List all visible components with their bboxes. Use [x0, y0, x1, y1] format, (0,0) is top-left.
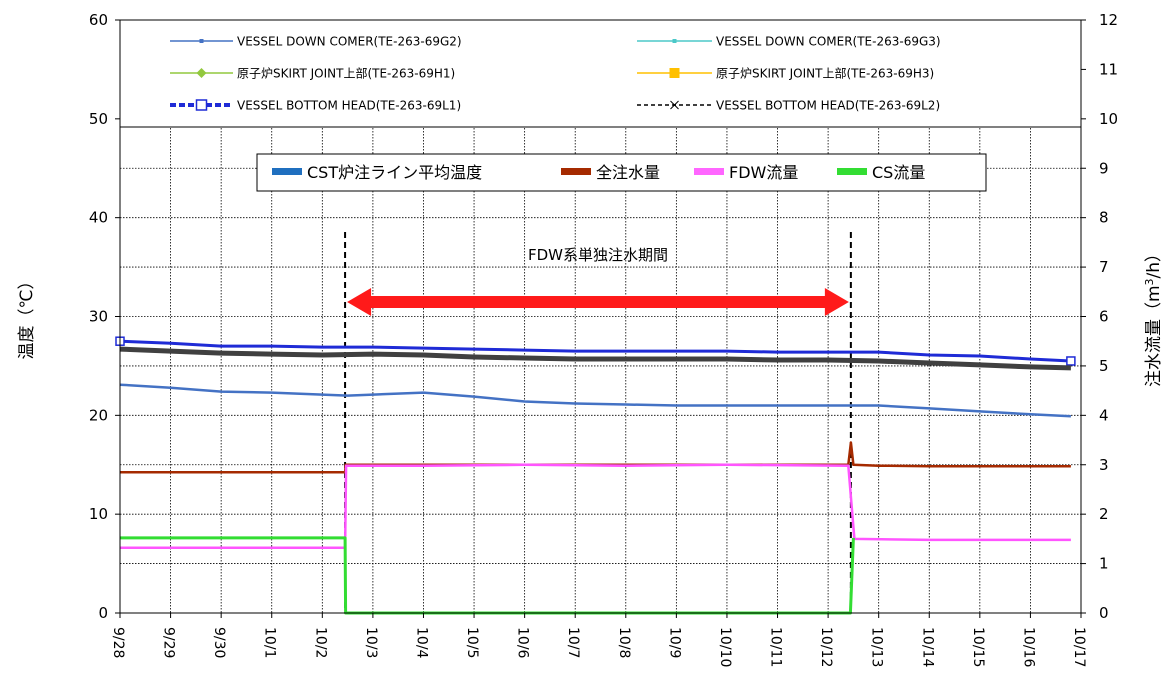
legend-bottom-swatch — [272, 168, 302, 175]
y-right-tick-label: 8 — [1099, 209, 1109, 227]
series-line — [119, 346, 1071, 371]
legend-top-box — [119, 19, 1082, 128]
series-marker — [1066, 356, 1076, 366]
period-label: FDW系単独注水期間 — [528, 246, 668, 264]
series-line — [119, 383, 1071, 418]
legend-bottom-label: FDW流量 — [729, 163, 798, 182]
y-right-label-superscript: 3 — [1143, 278, 1156, 285]
y-right-tick-label: 9 — [1099, 159, 1109, 177]
x-tick-label: 9/28 — [110, 627, 126, 658]
y-right-label-part: 注水流量（m — [1144, 285, 1164, 387]
legend-bottom-label: CST炉注ライン平均温度 — [307, 163, 482, 182]
legend-bottom-swatch — [561, 168, 591, 175]
legend-top-marker — [196, 68, 207, 78]
y-left-tick-label: 10 — [89, 505, 108, 523]
legend-top-label: VESSEL BOTTOM HEAD(TE-263-69L1) — [237, 99, 461, 113]
y-left-tick-label: 60 — [89, 11, 108, 29]
x-tick-label: 10/17 — [1071, 627, 1087, 667]
annotation-layer: FDW系単独注水期間 — [344, 232, 852, 613]
x-tick-label: 10/12 — [818, 627, 834, 667]
x-tick-label: 10/5 — [464, 627, 480, 658]
series-line — [119, 339, 1071, 363]
x-tick-label: 10/16 — [1020, 627, 1036, 667]
x-tick-label: 10/15 — [970, 627, 986, 667]
legend-top-marker — [670, 100, 679, 110]
x-tick-label: 10/4 — [413, 627, 429, 659]
x-tick-label: 10/10 — [717, 627, 733, 667]
legend-bottom: CST炉注ライン平均温度 全注水量 FDW流量 CS流量 — [256, 153, 987, 192]
legend-top-marker — [195, 99, 208, 111]
x-tick-label: 10/11 — [768, 627, 784, 667]
y-right-tick-label: 0 — [1099, 604, 1109, 622]
legend-top-marker — [199, 39, 204, 43]
x-tick-label: 10/1 — [262, 627, 278, 658]
series-line — [120, 463, 1071, 550]
period-arrow-head-left — [347, 288, 372, 316]
y-left-tick-label: 40 — [89, 209, 108, 227]
x-tick-label: 10/3 — [363, 627, 379, 658]
y-left-tick-label: 30 — [89, 308, 108, 326]
x-tick-label: 10/2 — [312, 627, 328, 658]
y-right-tick-label: 1 — [1099, 555, 1109, 573]
y-right-tick-label: 4 — [1099, 406, 1109, 424]
legend-bottom-label: CS流量 — [872, 163, 925, 182]
legend-top-label: 原子炉SKIRT JOINT上部(TE-263-69H1) — [237, 66, 455, 81]
y-axis-right-label: 注水流量（m3/h） — [1143, 245, 1165, 387]
x-tick-label: 10/8 — [616, 627, 632, 658]
y-right-tick-label: 7 — [1099, 258, 1109, 276]
y-right-tick-label: 10 — [1099, 110, 1118, 128]
legend-top-label: 原子炉SKIRT JOINT上部(TE-263-69H3) — [716, 66, 934, 81]
y-axis-left-label: 温度（℃） — [17, 272, 37, 359]
x-tick-label: 10/6 — [515, 627, 531, 659]
legend-top-marker — [672, 39, 677, 43]
x-tick-label: 9/29 — [161, 627, 177, 658]
x-tick-label: 9/30 — [211, 627, 227, 658]
legend-top-marker — [669, 68, 680, 78]
period-arrow-head-right — [824, 288, 849, 316]
y-right-tick-label: 12 — [1099, 11, 1118, 29]
series-line — [120, 441, 1071, 474]
y-right-label-part: /h） — [1144, 245, 1164, 279]
legend-top-label: VESSEL DOWN COMER(TE-263-69G2) — [237, 35, 462, 49]
x-tick-label: 10/13 — [869, 627, 885, 667]
x-tick-label: 10/14 — [919, 627, 935, 667]
x-tick-label: 10/7 — [565, 627, 581, 658]
y-right-tick-label: 11 — [1099, 60, 1118, 78]
y-right-tick-label: 5 — [1099, 357, 1109, 375]
x-tick-label: 10/9 — [666, 627, 682, 658]
y-right-tick-label: 2 — [1099, 505, 1109, 523]
y-right-tick-label: 3 — [1099, 456, 1109, 474]
y-right-tick-label: 6 — [1099, 308, 1109, 326]
legend-top-label: VESSEL DOWN COMER(TE-263-69G3) — [716, 35, 941, 49]
legend-top: VESSEL DOWN COMER(TE-263-69G2) VESSEL DOW… — [119, 19, 1082, 128]
legend-bottom-swatch — [837, 168, 867, 175]
legend-top-label: VESSEL BOTTOM HEAD(TE-263-69L2) — [716, 99, 940, 113]
legend-bottom-label: 全注水量 — [596, 163, 660, 182]
y-left-tick-label: 0 — [98, 604, 108, 622]
y-left-tick-label: 20 — [89, 406, 108, 424]
legend-bottom-swatch — [694, 168, 724, 175]
period-arrow-shaft — [367, 296, 829, 308]
y-left-tick-label: 50 — [89, 110, 108, 128]
